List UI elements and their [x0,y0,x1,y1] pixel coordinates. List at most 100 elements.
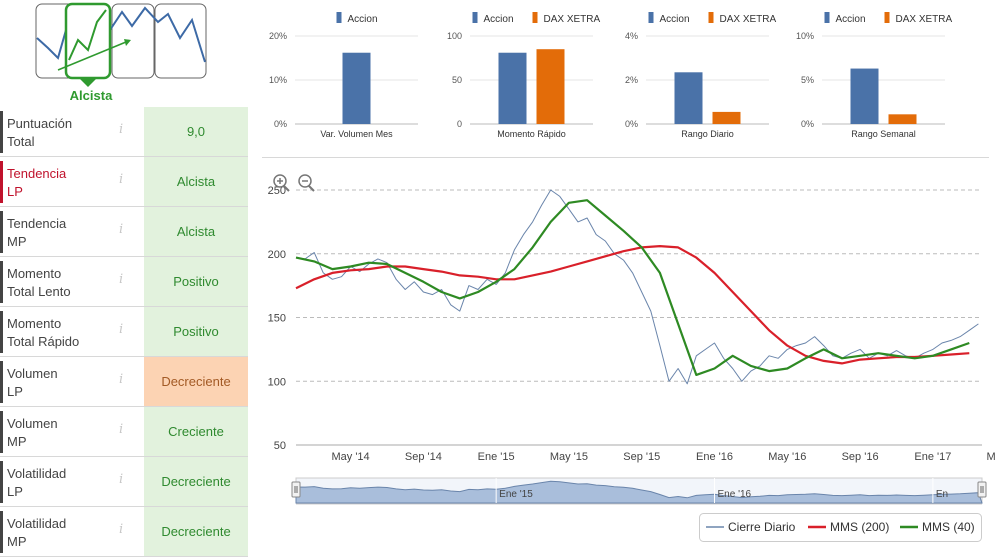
x-tick-label: May '17 [987,451,995,463]
bar [674,72,703,124]
indicator-value: Alcista [144,207,248,256]
info-icon[interactable]: i [119,272,124,287]
indicator-label: Volumen LP [7,365,58,401]
indicator-value: Creciente [144,407,248,456]
legend-label: DAX XETRA [896,14,953,25]
y-tick-label: 20% [269,31,287,41]
y-tick-label: 2% [625,75,638,85]
bar-chart-2: Accion DAX XETRA 0 50 100 Momento Rápido [447,12,601,139]
bar [536,49,565,125]
legend-swatch [472,12,478,23]
y-tick-label: 200 [268,249,286,261]
chart-title: Momento Rápido [497,129,566,139]
indicator-value: Alcista [144,157,248,206]
chart-title: Rango Semanal [851,129,916,139]
indicator-label: Volatilidad MP [7,515,66,551]
y-tick-label: 0% [625,119,638,129]
legend-label: Accion [484,14,514,25]
indicator-label-line1: Volumen [7,366,58,381]
x-tick-label: Ene '15 [478,451,515,463]
price-legend: Cierre Diario MMS (200) MMS (40) [699,513,982,542]
bar [712,111,741,124]
indicator-label-line2: Total [7,134,35,149]
series-line [295,199,970,376]
info-icon[interactable]: i [119,372,124,387]
y-tick-label: 100 [447,31,462,41]
legend-label[interactable]: MMS (40) [922,520,975,534]
indicator-label-line1: Tendencia [7,216,67,231]
info-icon[interactable]: i [119,122,124,137]
zoom-in-icon[interactable] [273,174,290,192]
legend-swatch [824,12,830,23]
series-line [295,189,979,385]
navigator-handle-right[interactable] [977,481,987,498]
navigator-label: Ene '15 [499,489,533,500]
chart-title: Rango Diario [681,129,734,139]
zoom-out-icon[interactable] [298,174,315,192]
bar-chart-3: Accion DAX XETRA 0% 2% 4% Rango Diario [625,12,777,139]
indicator-label-line1: Momento [7,316,62,331]
y-tick-label: 0 [457,119,462,129]
indicator-label-line1: Volatilidad [7,516,67,531]
navigator-label: En [936,489,948,500]
x-tick-label: May '15 [550,451,588,463]
row-marker [0,261,3,303]
indicator-label: Volatilidad LP [7,465,66,501]
indicator-label-line1: Tendencia [7,166,67,181]
indicator-label-line1: Momento [7,266,62,281]
bar-chart-1: Accion 0% 10% 20% Var. Volumen Mes [269,12,418,139]
info-icon[interactable]: i [119,522,124,537]
indicator-label-line1: Volumen [7,416,58,431]
indicator-label: Puntuación Total [7,115,72,151]
indicator-label: Momento Total Rápido [7,315,79,351]
info-icon[interactable]: i [119,472,124,487]
mini-chart-icon [35,2,207,87]
score-panel: Alcista Puntuación Total i 9,0 Tendencia LP i A… [0,0,248,558]
indicator-row: Momento Total Rápido i Positivo [0,307,248,357]
indicator-value: Decreciente [144,357,248,406]
indicator-value: Positivo [144,257,248,306]
info-icon[interactable]: i [119,172,124,187]
indicator-value: Decreciente [144,457,248,506]
y-tick-label: 5% [801,75,814,85]
bar [498,52,527,124]
indicator-label-line1: Puntuación [7,116,73,131]
indicator-label-line2: MP [7,434,27,449]
indicator-label-line2: LP [7,184,23,199]
indicator-row: Tendencia LP i Alcista [0,157,248,207]
y-tick-label: 250 [268,185,286,197]
y-tick-label: 10% [269,75,287,85]
legend-swatch [336,12,342,23]
y-tick-label: 4% [625,31,638,41]
row-marker [0,211,3,253]
indicator-label: Momento Total Lento [7,265,71,301]
row-marker [0,111,3,153]
y-tick-label: 50 [452,75,462,85]
legend-label: Accion [660,14,690,25]
info-icon[interactable]: i [119,222,124,237]
info-icon[interactable]: i [119,322,124,337]
indicator-label: Volumen MP [7,415,58,451]
navigator-handle-left[interactable] [291,481,301,498]
chart-title: Var. Volumen Mes [320,129,393,139]
indicator-label-line2: LP [7,384,23,399]
indicator-row: Puntuación Total i 9,0 [0,107,248,157]
indicator-label: Tendencia MP [7,215,66,251]
row-marker [0,361,3,403]
series-line [295,245,970,365]
navigator[interactable]: Ene '15 Ene '16 En [291,477,987,505]
indicator-row: Volatilidad MP i Decreciente [0,507,248,557]
legend-label[interactable]: Cierre Diario [728,520,796,534]
row-marker [0,411,3,453]
indicator-row: Volatilidad LP i Decreciente [0,457,248,507]
legend-label[interactable]: MMS (200) [830,520,889,534]
indicator-row: Tendencia MP i Alcista [0,207,248,257]
indicator-label-line2: LP [7,484,23,499]
y-tick-label: 0% [801,119,814,129]
price-chart: 50 100 150 200 250 May '14 Sep '14 Ene '15 May '… [268,185,995,463]
info-icon[interactable]: i [119,422,124,437]
indicator-label: Tendencia LP [7,165,66,201]
indicator-value: 9,0 [144,107,248,156]
x-tick-label: Ene '17 [914,451,951,463]
